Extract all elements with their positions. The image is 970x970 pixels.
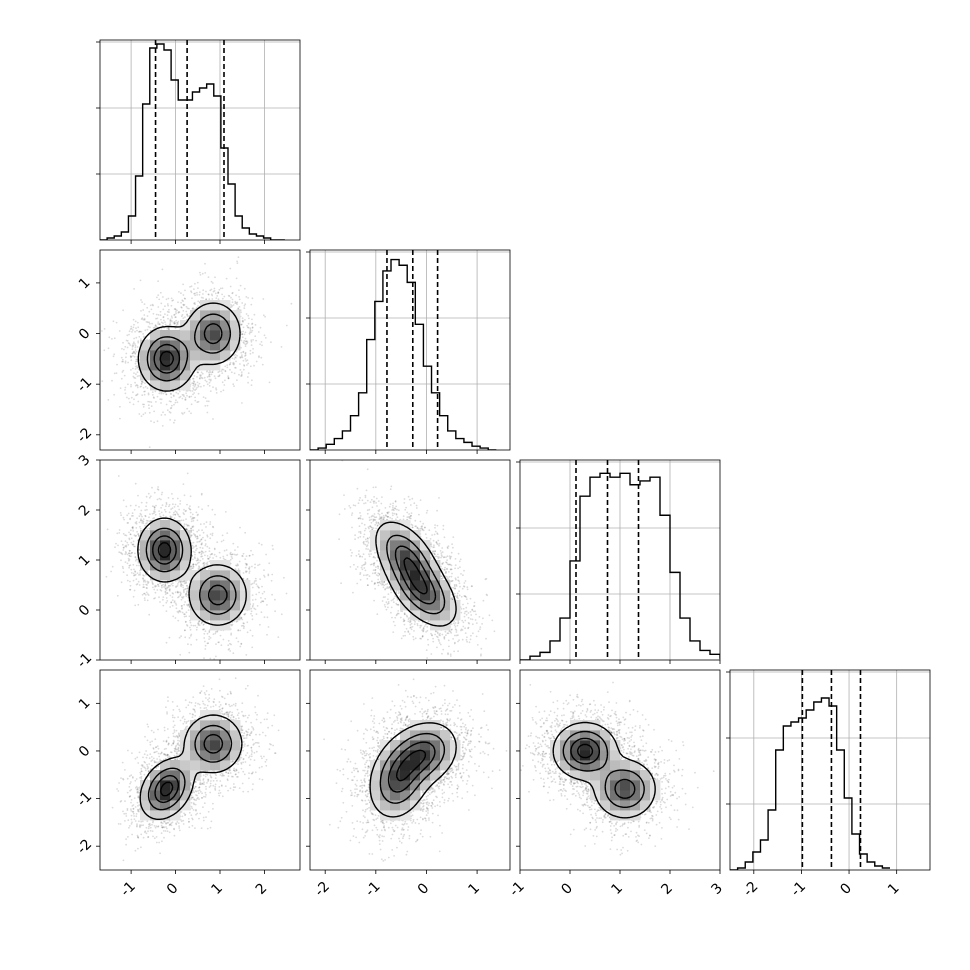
contour-line [137,517,247,626]
contour-line [395,749,427,782]
scatter-panel-1-0 [101,256,293,449]
x-tick-label: 2 [658,880,676,898]
contour-line [160,781,174,797]
contour-line [375,521,457,627]
y-tick-label: -1 [74,650,95,671]
x-tick-label: -1 [118,879,139,900]
histogram-series [100,43,285,240]
contour-line [369,722,457,818]
x-tick-label: -2 [740,879,761,900]
x-tick-label: 1 [885,880,903,898]
histogram-panel-2 [516,459,721,664]
x-tick-label: 3 [708,880,726,898]
contour-line [137,302,241,392]
density-cells [550,720,661,821]
contour-line [154,733,224,804]
contour-line [153,323,223,374]
panel-frame [729,669,931,871]
panel-axes-3-0 [96,669,301,874]
density-cells [370,520,461,631]
x-tick-label: 0 [837,880,855,898]
contour-line [403,557,428,595]
y-tick-label: -1 [74,374,95,395]
histogram-panel-0 [96,39,301,244]
x-tick-label: 1 [608,880,626,898]
y-tick-label: -1 [74,789,95,810]
scatter-panel-2-1 [338,460,497,660]
contour-line [570,737,636,799]
y-tick-label: -2 [74,425,95,446]
contour-line [386,534,446,615]
histogram-panel-3 [726,669,931,874]
y-tick-label: 0 [76,325,94,343]
contour-line [379,732,446,804]
contour-line [394,545,437,605]
panel-frame [99,249,301,451]
contour-line [387,741,436,793]
x-tick-label: 0 [415,880,433,898]
contour-line [552,721,656,819]
x-tick-label: 0 [558,880,576,898]
y-tick-label: 0 [76,602,94,620]
panel-axes-2-0 [96,459,301,664]
x-tick-label: -1 [362,879,383,900]
y-tick-label: 1 [76,552,94,570]
panel-frame [309,249,511,451]
panel-axes-2-1 [306,459,511,664]
y-tick-label: 2 [76,502,94,520]
y-tick-label: 1 [76,275,94,293]
scatter-points [105,472,288,660]
contour-line [157,542,172,558]
contour-line [147,724,233,811]
y-tick-label: 1 [76,695,94,713]
panel-frame [99,39,301,241]
x-tick-label: 2 [253,880,271,898]
contour-line [159,350,174,367]
contour-line [146,313,232,382]
x-tick-label: 0 [164,880,182,898]
histogram-series [520,472,720,660]
panel-frame [309,669,511,871]
panel-frame [99,669,301,871]
contour-line [576,743,594,759]
x-tick-label: -1 [788,879,809,900]
panel-axes-3-2 [516,669,721,874]
x-tick-label: -1 [507,879,528,900]
panel-axes-1-0 [96,249,301,454]
y-tick-label: 3 [76,452,94,470]
y-tick-label: 0 [76,743,94,761]
contour-line [562,730,645,808]
y-tick-label: -2 [74,836,95,857]
x-tick-label: 1 [208,880,226,898]
histogram-series [310,258,497,450]
scatter-panel-3-0 [111,677,280,862]
scatter-panel-3-1 [323,678,508,862]
scatter-panel-3-2 [520,681,715,856]
scatter-panel-2-0 [105,472,288,660]
contour-line [152,535,228,606]
contour-line [145,527,237,615]
panel-axes-3-1 [306,669,511,874]
x-tick-label: -2 [312,879,333,900]
histogram-panel-1 [306,249,511,454]
x-tick-label: 1 [465,880,483,898]
contour-line [139,714,243,820]
